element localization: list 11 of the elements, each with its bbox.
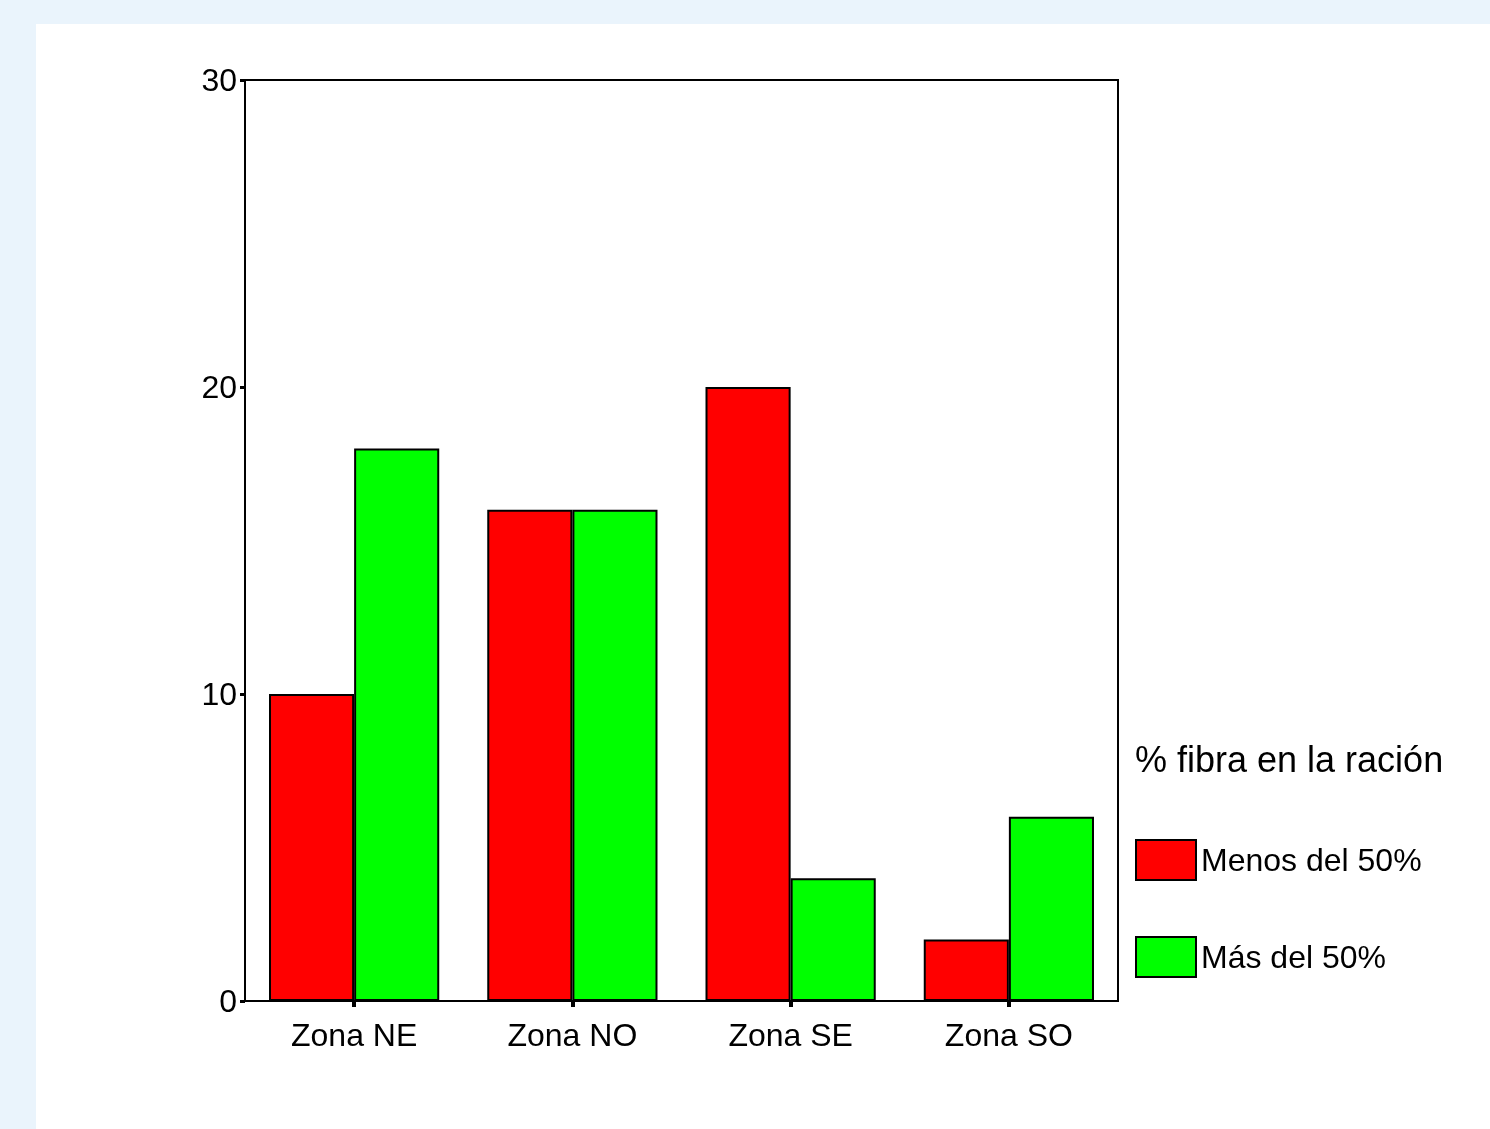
- y-tick-label: 10: [201, 676, 237, 712]
- legend-title: % fibra en la ración: [1135, 738, 1444, 780]
- legend-label: Menos del 50%: [1201, 842, 1422, 878]
- x-tick-label: Zona SE: [728, 1017, 853, 1053]
- x-tick-label: Zona NO: [507, 1017, 638, 1053]
- x-tick-label: Zona NE: [290, 1017, 418, 1053]
- y-tick-label: 30: [201, 62, 237, 98]
- x-tick-label: Zona SO: [944, 1017, 1073, 1053]
- y-tick-label: 0: [219, 983, 237, 1019]
- y-tick-label: 20: [201, 369, 237, 405]
- legend-label: Más del 50%: [1201, 939, 1386, 975]
